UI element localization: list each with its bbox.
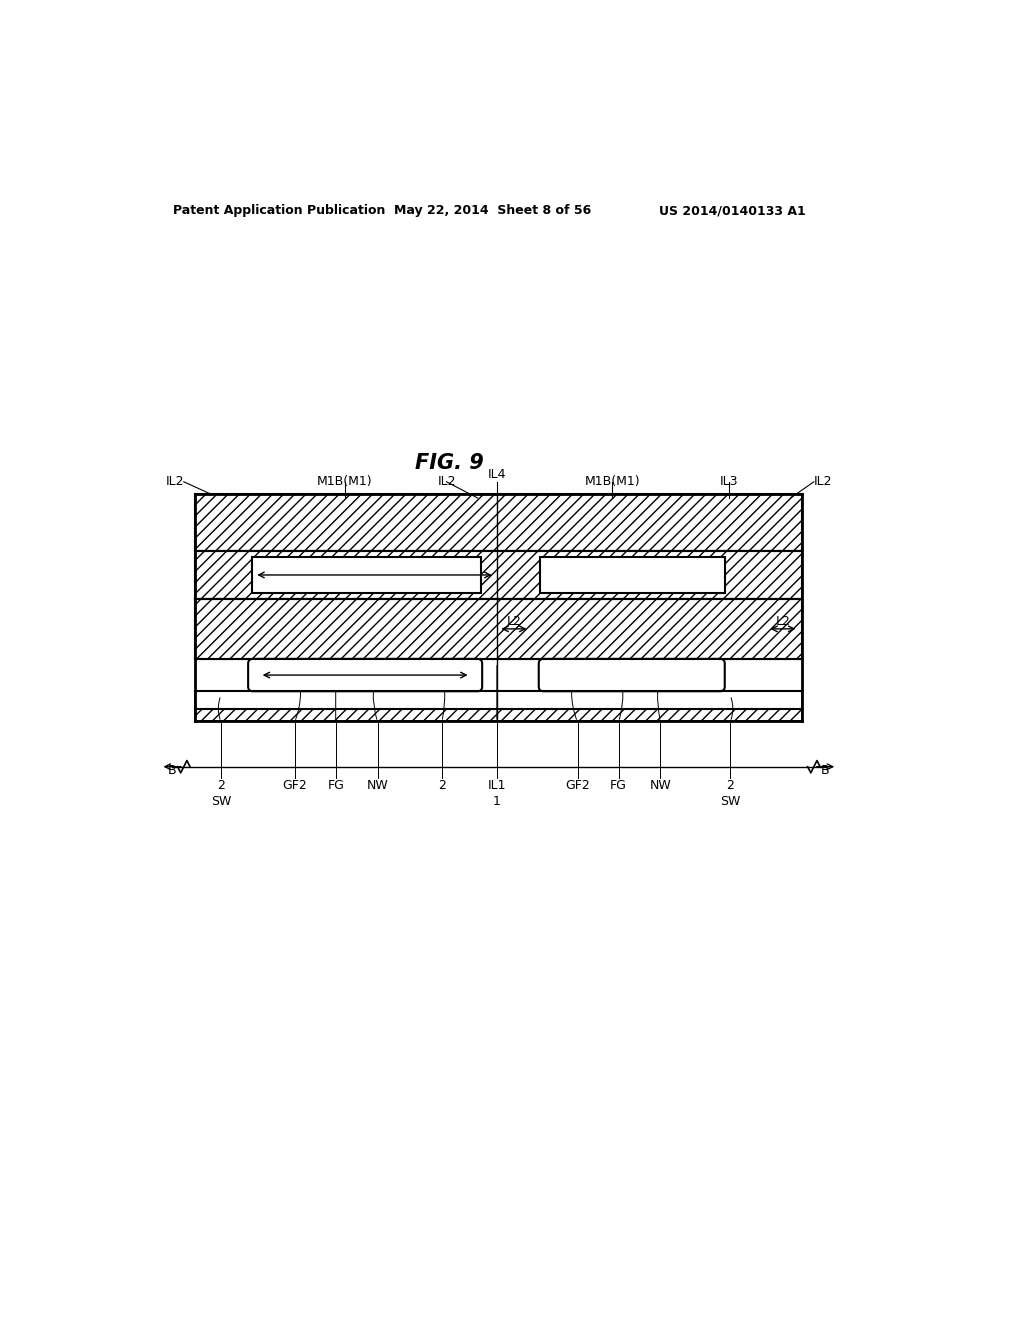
Bar — [196, 692, 802, 709]
FancyBboxPatch shape — [539, 659, 725, 692]
Text: M1B(M1): M1B(M1) — [585, 475, 640, 488]
Text: L1: L1 — [357, 661, 373, 675]
Text: L2: L2 — [775, 615, 791, 628]
Text: IL2: IL2 — [437, 475, 456, 488]
Text: FIG. 9: FIG. 9 — [416, 453, 484, 473]
Bar — [252, 557, 480, 593]
Text: 2: 2 — [438, 779, 445, 792]
Text: Patent Application Publication: Patent Application Publication — [173, 205, 385, 218]
Bar — [196, 552, 802, 599]
Text: M1B(M1): M1B(M1) — [317, 475, 373, 488]
Bar — [541, 557, 725, 593]
Text: W1: W1 — [365, 562, 385, 576]
Text: GF2: GF2 — [283, 779, 307, 792]
Text: IL2: IL2 — [814, 475, 833, 488]
Bar — [196, 709, 802, 721]
Text: SW: SW — [211, 795, 231, 808]
Text: 2: 2 — [726, 779, 734, 792]
Text: FG: FG — [328, 779, 344, 792]
Text: SW: SW — [720, 795, 740, 808]
Text: May 22, 2014  Sheet 8 of 56: May 22, 2014 Sheet 8 of 56 — [393, 205, 591, 218]
Text: L2: L2 — [507, 615, 521, 628]
Text: US 2014/0140133 A1: US 2014/0140133 A1 — [659, 205, 806, 218]
Text: NW: NW — [649, 779, 672, 792]
Bar — [196, 599, 802, 659]
Text: B: B — [821, 764, 829, 777]
Text: IL3: IL3 — [720, 475, 738, 488]
Text: FG: FG — [610, 779, 627, 792]
Text: IL1: IL1 — [487, 779, 506, 792]
Bar — [196, 494, 802, 552]
Text: IL4: IL4 — [487, 467, 506, 480]
Text: 1: 1 — [493, 795, 501, 808]
Text: 2: 2 — [217, 779, 225, 792]
Text: B: B — [168, 764, 176, 777]
Text: NW: NW — [367, 779, 388, 792]
Text: IL2: IL2 — [165, 475, 183, 488]
FancyBboxPatch shape — [248, 659, 482, 692]
Text: GF2: GF2 — [565, 779, 590, 792]
